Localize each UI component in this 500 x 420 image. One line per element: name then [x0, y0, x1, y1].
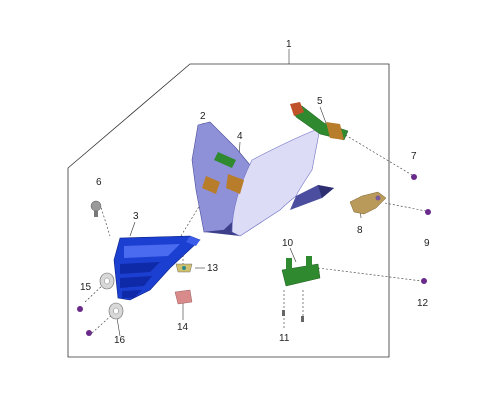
bracket-part-8 [349, 191, 387, 215]
callout-8: 8 [357, 225, 363, 236]
cowl-part [191, 121, 334, 237]
bracket-part-10 [281, 256, 321, 287]
bracket-part-5 [290, 102, 349, 141]
callout-4: 4 [237, 131, 243, 142]
callout-5: 5 [317, 96, 323, 107]
clip-part-13 [175, 263, 193, 273]
air-duct-part [113, 235, 201, 301]
callout-2: 2 [200, 111, 206, 122]
callout-16: 16 [114, 335, 126, 346]
callout-15: 15 [80, 282, 92, 293]
grommet-part-6 [90, 200, 102, 217]
washers [99, 272, 124, 320]
callout-1: 1 [286, 39, 292, 50]
callout-7: 7 [411, 151, 417, 162]
screws [77, 174, 431, 336]
callout-9: 9 [424, 238, 430, 249]
callout-12: 12 [417, 298, 429, 309]
callout-6: 6 [96, 177, 102, 188]
callout-3: 3 [133, 211, 139, 222]
callout-13: 13 [207, 263, 219, 274]
assembly-outline [67, 63, 390, 358]
callouts: 1 2 3 4 5 6 7 8 9 10 11 12 13 14 15 16 [80, 39, 430, 346]
bracket-part-4 [202, 152, 244, 194]
callout-14: 14 [177, 322, 189, 333]
clip-part-14 [174, 289, 193, 305]
callout-10: 10 [282, 238, 294, 249]
callout-11: 11 [279, 333, 290, 344]
